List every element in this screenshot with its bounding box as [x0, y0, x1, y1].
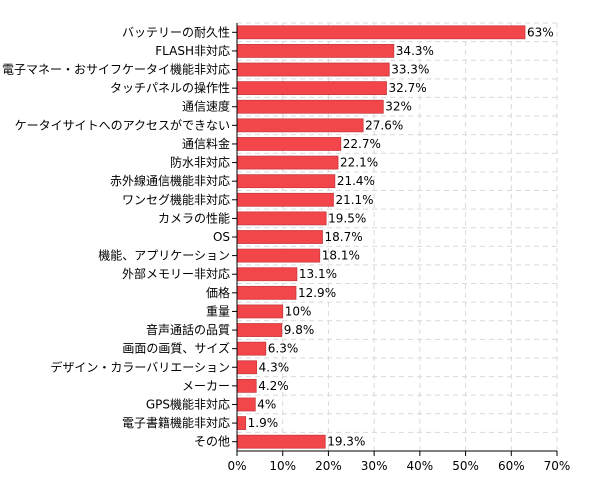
value-label: 4.2%	[258, 379, 289, 393]
bar	[236, 360, 258, 375]
bar	[236, 211, 327, 226]
value-label: 18.1%	[322, 249, 360, 263]
bar	[236, 99, 384, 114]
bar	[236, 44, 395, 58]
value-label: 4.3%	[259, 360, 290, 374]
category-label: 画面の画質、サイズ	[122, 341, 230, 356]
bar	[236, 285, 297, 300]
bar	[236, 137, 342, 151]
category-label: 赤外線通信機能非対応	[110, 173, 230, 188]
bar	[236, 248, 321, 263]
value-label: 22.1%	[340, 156, 378, 170]
bar	[236, 155, 339, 170]
bar	[236, 267, 298, 282]
category-label: 重量	[206, 304, 230, 318]
category-label: ケータイサイトへのアクセスができない	[15, 117, 230, 132]
x-tick-label: 40%	[407, 459, 434, 473]
category-label: タッチパネルの操作性	[110, 80, 230, 95]
category-label: カメラの性能	[158, 211, 230, 225]
value-label: 27.6%	[365, 118, 403, 132]
category-label: 電子マネー・おサイフケータイ機能非対応	[2, 62, 230, 77]
value-label: 32.7%	[388, 81, 426, 95]
x-tick-label: 20%	[315, 459, 342, 473]
value-label: 32%	[385, 100, 412, 114]
category-label: OS	[213, 230, 230, 244]
value-label: 13.1%	[299, 267, 337, 281]
category-label: 外部メモリー非対応	[122, 266, 230, 281]
bar	[236, 397, 256, 412]
value-label: 4%	[257, 397, 276, 411]
category-label: FLASH非対応	[155, 44, 230, 58]
value-label: 1.9%	[248, 416, 279, 430]
category-label: 防水非対応	[170, 155, 230, 170]
value-label: 6.3%	[268, 342, 299, 356]
value-label: 33.3%	[391, 63, 429, 77]
bar	[236, 416, 247, 430]
value-label: 34.3%	[396, 44, 434, 58]
bar	[236, 62, 390, 77]
category-label: 価格	[206, 285, 230, 300]
category-label: デザイン・カラーバリエーション	[50, 359, 230, 374]
category-label: 音声通話の品質	[146, 322, 230, 337]
bar	[236, 81, 387, 96]
bar	[236, 323, 283, 337]
x-tick-label: 30%	[361, 459, 388, 473]
value-label: 12.9%	[298, 286, 336, 300]
value-label: 19.5%	[328, 211, 366, 225]
bar	[236, 25, 526, 40]
category-label: ワンセグ機能非対応	[122, 192, 230, 207]
bar	[236, 174, 336, 189]
axes: 0% 10% 20% 30% 40% 50% 60% 70% バッテリーの耐久性 63% FLASH…	[2, 23, 570, 473]
bar	[236, 341, 267, 356]
bar	[236, 378, 257, 393]
bar	[236, 118, 364, 133]
x-tick-label: 60%	[498, 459, 525, 473]
value-label: 22.7%	[343, 137, 381, 151]
category-label: 通信料金	[182, 136, 230, 151]
x-tick-label: 0%	[227, 459, 246, 473]
bar	[236, 304, 284, 319]
category-label: その他	[194, 435, 230, 449]
value-label: 19.3%	[327, 435, 365, 449]
value-label: 21.1%	[335, 193, 373, 207]
category-label: 機能、アプリケーション	[98, 248, 230, 263]
category-label: GPS機能非対応	[146, 396, 230, 411]
category-label: 通信速度	[182, 99, 230, 114]
value-label: 63%	[527, 25, 554, 39]
category-label: 電子書籍機能非対応	[122, 415, 230, 430]
value-label: 18.7%	[324, 230, 362, 244]
value-label: 10%	[285, 304, 312, 318]
value-label: 21.4%	[337, 174, 375, 188]
bar	[236, 192, 334, 207]
value-label: 9.8%	[284, 323, 315, 337]
bar	[236, 230, 323, 244]
x-tick-label: 50%	[452, 459, 479, 473]
category-label: バッテリーの耐久性	[122, 25, 230, 39]
x-tick-label: 70%	[544, 459, 571, 473]
bar	[236, 434, 326, 449]
x-tick-label: 10%	[269, 459, 296, 473]
category-label: メーカー	[182, 379, 230, 393]
